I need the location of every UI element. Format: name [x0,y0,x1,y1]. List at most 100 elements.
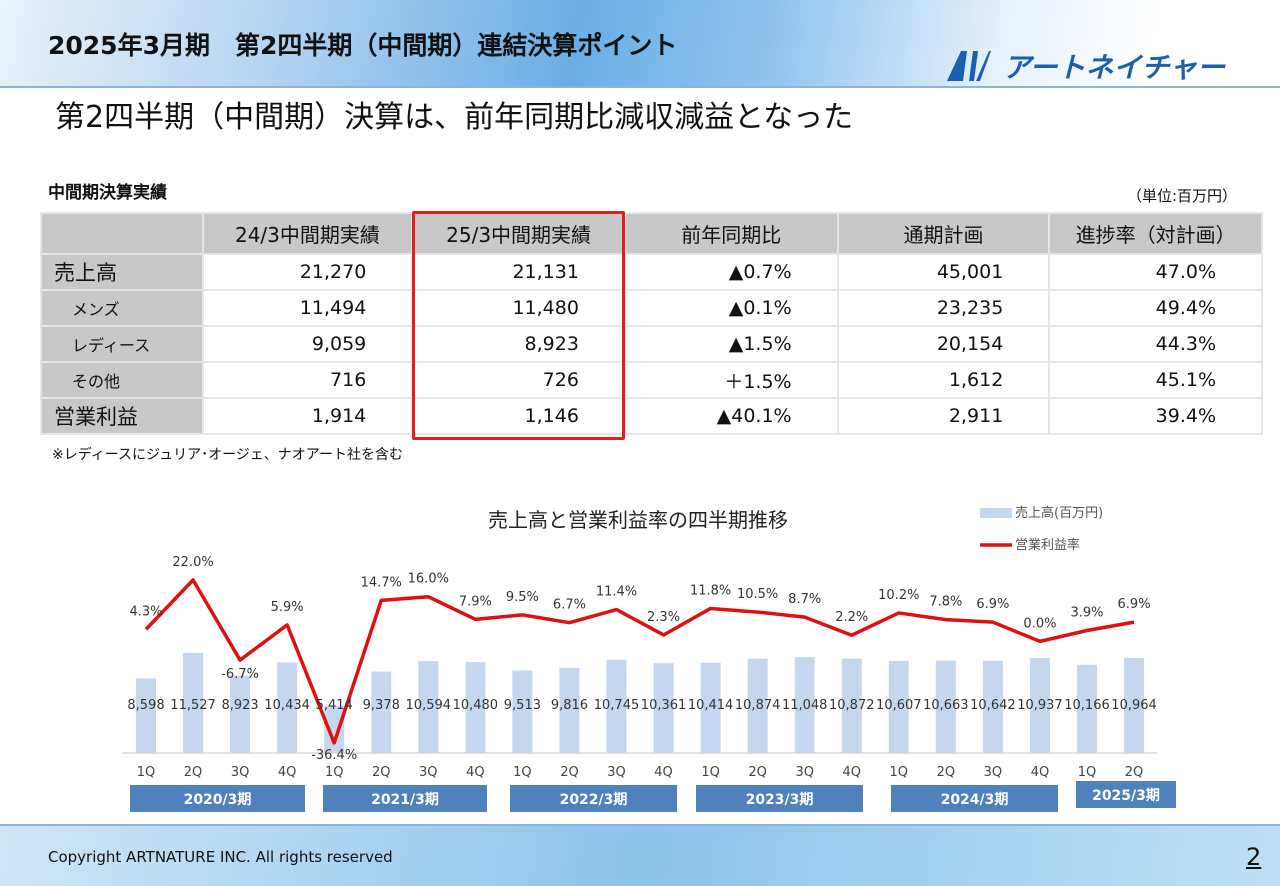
table-cell: ＋1.5% [623,361,839,399]
bar [371,671,392,753]
table-row: その他 716 726 ＋1.5% 1,612 45.1% [40,361,1263,399]
x-tick-label: 2Q [560,765,579,780]
x-tick-label: 2Q [748,765,767,780]
fiscal-year-label: 2025/3期 [1092,788,1160,804]
bar [841,658,862,753]
fiscal-year-label: 2023/3期 [746,792,814,808]
row-label: 売上高 [40,253,204,291]
x-tick-label: 4Q [278,765,297,780]
row-label: 営業利益 [40,397,204,435]
bar [700,662,721,753]
column-header: 進捗率（対計画） [1048,212,1263,255]
bar [136,678,156,753]
x-tick-label: 4Q [654,765,673,780]
slide-subtitle: 第2四半期（中間期）決算は、前年同期比減収減益となった [55,100,854,135]
row-label: その他 [40,361,204,399]
table-title: 中間期決算実績 [48,183,167,203]
bar-label: 10,872 [829,698,875,713]
bar [982,660,1003,753]
line-label: 2.3% [647,610,680,625]
bar-label: 10,361 [641,698,687,713]
line-label: 6.9% [976,597,1009,612]
line-label: 4.3% [129,604,162,619]
line-label: 6.9% [1118,597,1151,612]
bar-label: 10,642 [970,698,1016,713]
table-cell: ▲1.5% [623,325,839,363]
table-cell: 49.4% [1048,289,1263,327]
bar-label: 9,378 [363,698,400,713]
x-tick-label: 3Q [984,765,1003,780]
line-label: 11.4% [596,585,637,600]
bar [324,706,345,753]
column-header [40,212,204,255]
margin-line [144,578,1135,745]
bar-label: 11,527 [170,698,216,713]
table-cell: 9,059 [201,325,414,363]
x-tick-label: 3Q [795,765,814,780]
bar-label: 10,964 [1111,698,1157,713]
line-label: 6.7% [553,598,586,613]
table-cell: 11,494 [201,289,414,327]
bar [888,660,909,753]
column-header: 25/3中間期実績 [411,212,626,255]
line-label: 10.5% [737,587,778,602]
line-label: 11.8% [690,583,731,598]
bar [606,659,627,753]
table-row: レディース 9,059 8,923 ▲1.5% 20,154 44.3% [40,325,1263,363]
line-label: 8.7% [788,592,821,607]
fiscal-year-label: 2021/3期 [371,792,439,808]
line-label: -6.7% [221,667,259,682]
company-logo: アートネイチャー [945,46,1225,86]
table-cell: 8,923 [411,325,626,363]
bar-label: 5,414 [316,698,353,713]
fiscal-year-band [1076,781,1176,808]
table-cell: 44.3% [1048,325,1263,363]
bar-label: 9,513 [504,698,541,713]
bar-label: 11,048 [782,698,828,713]
bar [465,662,486,753]
line-label: 7.9% [459,594,492,609]
line-label: 7.8% [929,595,962,610]
line-label: 2.2% [835,610,868,625]
x-tick-label: 1Q [1078,765,1097,780]
bar [230,675,251,753]
fiscal-year-label: 2024/3期 [941,792,1009,808]
line-label: 14.7% [361,575,402,590]
bar [1124,657,1145,753]
header-banner [0,0,1280,88]
bar-label: 10,414 [688,698,734,713]
logo-text: アートネイチャー [1003,51,1226,84]
bar-label: 10,874 [735,698,781,713]
bar [559,667,580,753]
x-tick-label: 2Q [184,765,203,780]
x-tick-label: 3Q [419,765,438,780]
page-number: 2 [1246,843,1262,871]
line-label: 22.0% [172,555,213,570]
table-cell: 716 [201,361,414,399]
column-header: 通期計画 [836,212,1051,255]
legend-bar-label: 売上高(百万円) [1015,505,1103,521]
legend-line-label: 営業利益率 [1015,537,1080,553]
line-label: 5.9% [271,600,304,615]
table-cell: ▲0.1% [623,289,839,327]
unit-label: （単位:百万円） [1127,187,1238,205]
bar-label: 8,923 [221,698,258,713]
bar [183,653,204,753]
table-cell: 39.4% [1048,397,1263,435]
bar [418,661,439,753]
chart-title: 売上高と営業利益率の四半期推移 [488,508,788,532]
x-tick-label: 1Q [890,765,909,780]
table-cell: 45.1% [1048,361,1263,399]
line-label: 9.5% [506,590,539,605]
bar [935,660,956,753]
line-label: -36.4% [311,748,357,763]
bar-label: 10,480 [453,698,499,713]
bar [747,658,768,753]
bar-label: 10,663 [923,698,969,713]
bar-label: 10,166 [1064,698,1110,713]
x-tick-label: 2Q [1125,765,1144,780]
fiscal-year-band [696,785,863,812]
bar-label: 10,434 [264,698,310,713]
x-tick-label: 1Q [325,765,344,780]
bar-label: 9,816 [551,698,588,713]
